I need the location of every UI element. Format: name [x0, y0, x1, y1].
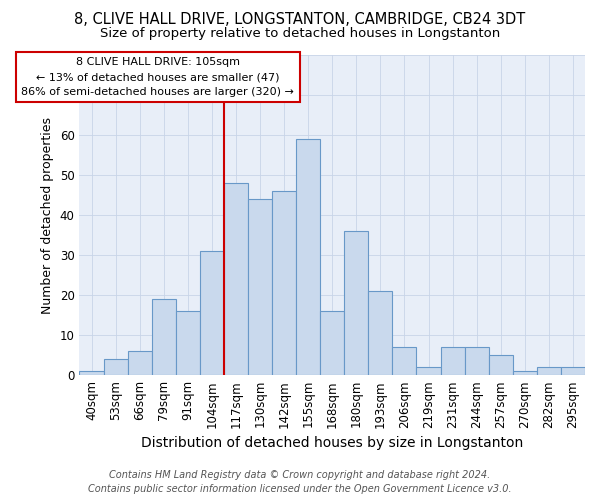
- X-axis label: Distribution of detached houses by size in Longstanton: Distribution of detached houses by size …: [141, 436, 523, 450]
- Bar: [320, 311, 344, 375]
- Text: 8 CLIVE HALL DRIVE: 105sqm
← 13% of detached houses are smaller (47)
86% of semi: 8 CLIVE HALL DRIVE: 105sqm ← 13% of deta…: [21, 57, 294, 97]
- Bar: [296, 139, 320, 375]
- Bar: [537, 367, 561, 375]
- Bar: [224, 183, 248, 375]
- Text: Contains HM Land Registry data © Crown copyright and database right 2024.
Contai: Contains HM Land Registry data © Crown c…: [88, 470, 512, 494]
- Bar: [464, 347, 489, 375]
- Bar: [104, 359, 128, 375]
- Text: Size of property relative to detached houses in Longstanton: Size of property relative to detached ho…: [100, 28, 500, 40]
- Text: 8, CLIVE HALL DRIVE, LONGSTANTON, CAMBRIDGE, CB24 3DT: 8, CLIVE HALL DRIVE, LONGSTANTON, CAMBRI…: [74, 12, 526, 28]
- Y-axis label: Number of detached properties: Number of detached properties: [41, 116, 54, 314]
- Bar: [344, 231, 368, 375]
- Bar: [128, 351, 152, 375]
- Bar: [248, 199, 272, 375]
- Bar: [368, 291, 392, 375]
- Bar: [152, 299, 176, 375]
- Bar: [200, 251, 224, 375]
- Bar: [561, 367, 585, 375]
- Bar: [79, 371, 104, 375]
- Bar: [440, 347, 464, 375]
- Bar: [513, 371, 537, 375]
- Bar: [489, 355, 513, 375]
- Bar: [272, 191, 296, 375]
- Bar: [416, 367, 440, 375]
- Bar: [176, 311, 200, 375]
- Bar: [392, 347, 416, 375]
